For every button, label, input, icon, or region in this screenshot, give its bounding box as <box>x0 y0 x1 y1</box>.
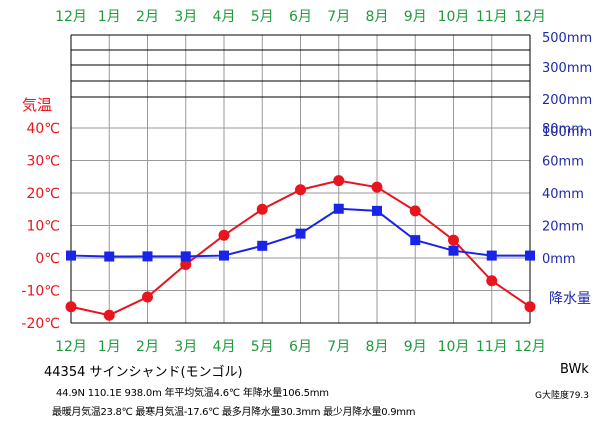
month-label-top: 2月 <box>136 9 159 25</box>
month-label-bottom: 7月 <box>327 339 350 355</box>
precipitation-point <box>257 240 268 251</box>
station-stats: 44.9N 110.1E 938.0m 年平均気温4.6℃ 年降水量106.5m… <box>56 388 329 399</box>
month-label-top: 11月 <box>476 9 508 25</box>
month-label-bottom: 9月 <box>404 339 427 355</box>
grid-lines <box>71 34 530 324</box>
temperature-tick-label: 40℃ <box>26 121 60 137</box>
precipitation-point <box>525 250 535 261</box>
precipitation-tick-label: 60mm <box>542 155 584 170</box>
precipitation-tick-label: 80mm <box>542 122 584 137</box>
month-label-top: 9月 <box>404 9 427 25</box>
temperature-tick-label: 30℃ <box>26 154 60 170</box>
data-series <box>65 175 536 321</box>
temperature-point <box>448 234 459 246</box>
temperature-point <box>142 291 153 303</box>
month-label-bottom: 10月 <box>438 339 470 355</box>
month-label-top: 12月 <box>514 9 546 25</box>
month-label-bottom: 3月 <box>174 339 197 355</box>
temperature-point <box>295 184 306 196</box>
precipitation-tick-label: 300mm <box>542 61 592 76</box>
month-label-bottom: 12月 <box>514 339 546 355</box>
month-label-bottom: 11月 <box>476 339 508 355</box>
month-label-top: 4月 <box>213 9 236 25</box>
precipitation-point <box>104 251 115 262</box>
precipitation-series <box>66 203 535 262</box>
precipitation-point <box>142 251 153 262</box>
temperature-point <box>65 301 77 313</box>
precipitation-point <box>219 250 229 261</box>
temperature-point <box>486 275 498 287</box>
continentality-index: G大陸度79.3 <box>535 391 590 401</box>
precipitation-point <box>66 250 76 261</box>
precipitation-point <box>180 251 191 262</box>
temperature-tick-label: 0℃ <box>35 251 60 267</box>
temperature-point <box>103 309 115 321</box>
temperature-tick-label: 20℃ <box>26 186 60 202</box>
temperature-point <box>333 175 345 187</box>
month-label-bottom: 6月 <box>289 339 312 355</box>
month-label-top: 1月 <box>98 9 121 25</box>
temperature-point <box>524 301 536 313</box>
precipitation-point <box>486 250 497 261</box>
precipitation-point <box>295 228 306 239</box>
month-label-top: 10月 <box>438 9 470 25</box>
month-labels-bottom: 12月 1月 2月 3月 4月 5月 6月 7月 8月 9月 10月 11月 12月 <box>55 339 546 355</box>
month-label-top: 5月 <box>251 9 274 25</box>
temperature-point <box>218 229 230 241</box>
month-label-bottom: 4月 <box>213 339 236 355</box>
precipitation-tick-label: 40mm <box>542 187 584 202</box>
chart-axes <box>70 35 531 324</box>
precipitation-point <box>410 235 421 246</box>
temperature-point <box>371 181 383 193</box>
month-label-top: 12月 <box>55 9 87 25</box>
precipitation-tick-label: 200mm <box>542 93 592 108</box>
temperature-tick-label: -20℃ <box>21 316 60 332</box>
temperature-axis-title: 気温 <box>22 96 52 114</box>
precipitation-point <box>448 245 459 256</box>
temperature-tick-label: -10℃ <box>21 284 60 300</box>
temperature-series <box>65 175 536 321</box>
extreme-stats: 最暖月気温23.8℃ 最寒月気温-17.6℃ 最多月降水量30.3mm 最少月降… <box>52 407 416 418</box>
temperature-point <box>409 205 421 217</box>
station-name: 44354 サインシャンド(モンゴル) <box>44 365 243 380</box>
month-label-bottom: 8月 <box>366 339 389 355</box>
temperature-tick-label: 10℃ <box>26 219 60 235</box>
month-label-top: 3月 <box>174 9 197 25</box>
month-label-top: 6月 <box>289 9 312 25</box>
precipitation-point <box>372 205 382 216</box>
month-label-bottom: 1月 <box>98 339 121 355</box>
month-label-bottom: 12月 <box>55 339 87 355</box>
month-labels-top: 12月 1月 2月 3月 4月 5月 6月 7月 8月 9月 10月 11月 12月 <box>55 9 546 25</box>
precipitation-tick-label: 500mm <box>542 31 592 46</box>
temperature-point <box>256 203 268 215</box>
month-label-top: 7月 <box>327 9 350 25</box>
precipitation-axis-title: 降水量 <box>549 291 591 307</box>
month-label-bottom: 2月 <box>136 339 159 355</box>
precipitation-tick-label: 100mm <box>542 125 592 140</box>
climate-classification: BWk <box>560 362 589 377</box>
month-label-top: 8月 <box>366 9 389 25</box>
temperature-axis-ticks: 40℃ 30℃ 20℃ 10℃ 0℃ -10℃ -20℃ <box>21 121 60 332</box>
precipitation-tick-label: 0mm <box>542 252 576 267</box>
precipitation-point <box>333 203 344 214</box>
month-label-bottom: 5月 <box>251 339 274 355</box>
temperature-point <box>180 259 192 270</box>
precipitation-tick-label: 20mm <box>542 220 584 235</box>
